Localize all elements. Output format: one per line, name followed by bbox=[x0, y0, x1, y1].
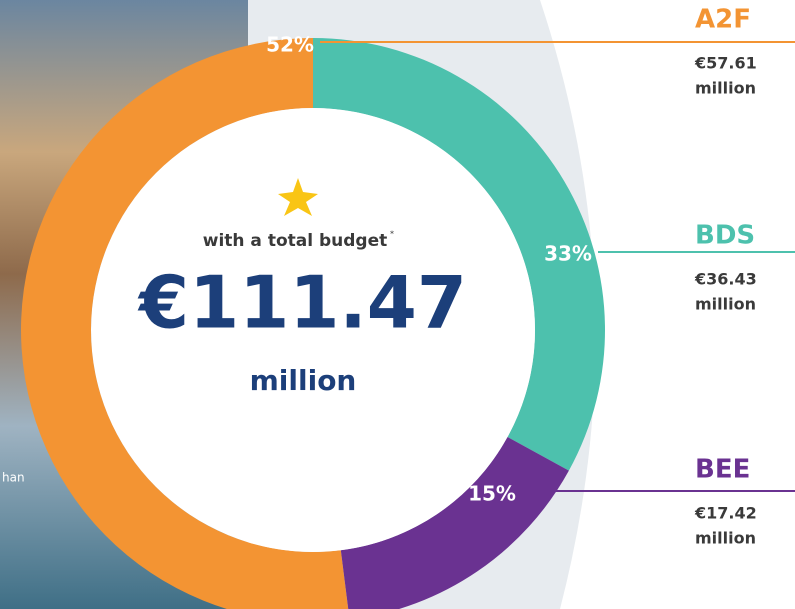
donut-segment bbox=[21, 38, 349, 609]
center-total: €111.47 bbox=[137, 261, 467, 345]
amount-label: €36.43 bbox=[694, 270, 757, 289]
percent-label: 33% bbox=[544, 242, 592, 266]
background-text: han bbox=[2, 471, 25, 485]
amount-unit: million bbox=[695, 79, 756, 98]
donut-segment bbox=[313, 38, 605, 471]
donut-segment bbox=[340, 436, 569, 609]
center-subtitle: with a total budget bbox=[203, 231, 388, 251]
category-label: BDS bbox=[695, 221, 755, 251]
amount-label: €17.42 bbox=[694, 504, 757, 523]
percent-label: 15% bbox=[468, 482, 516, 506]
category-label: A2F bbox=[695, 5, 751, 35]
amount-unit: million bbox=[695, 529, 756, 548]
center-unit: million bbox=[250, 364, 357, 397]
category-label: BEE bbox=[695, 455, 750, 485]
amount-unit: million bbox=[695, 295, 756, 314]
amount-label: €57.61 bbox=[694, 54, 757, 73]
donut bbox=[21, 38, 605, 609]
percent-label: 52% bbox=[266, 33, 314, 57]
footnote-mark: * bbox=[390, 230, 394, 239]
star-icon bbox=[278, 178, 318, 216]
donut-hole bbox=[91, 108, 535, 552]
